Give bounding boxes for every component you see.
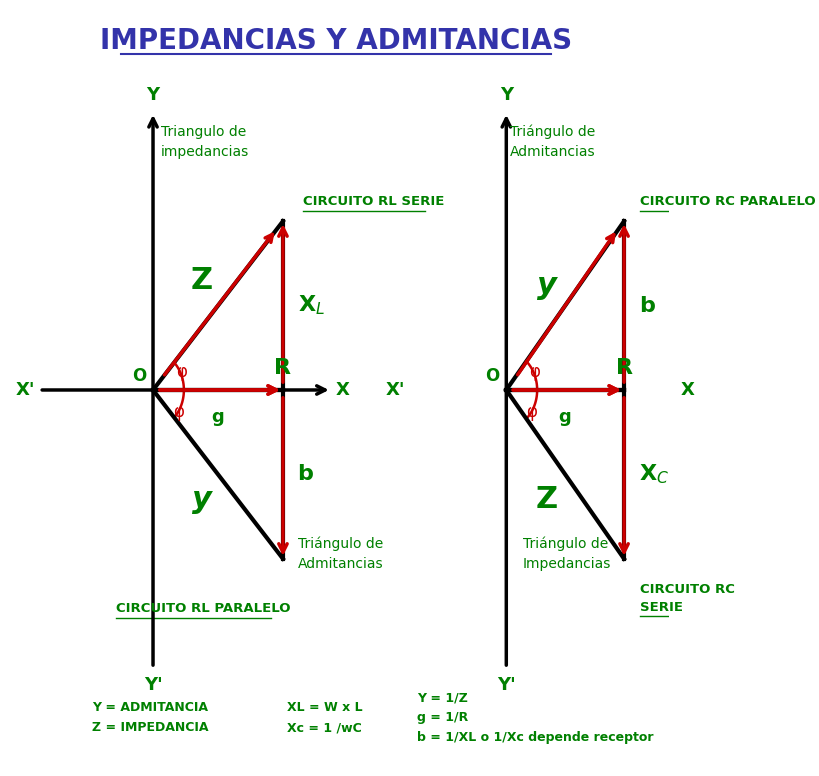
Text: X$_C$: X$_C$ — [638, 462, 668, 487]
Text: Y = 1/Z
g = 1/R
b = 1/XL o 1/Xc depende receptor: Y = 1/Z g = 1/R b = 1/XL o 1/Xc depende … — [416, 691, 653, 744]
Text: X': X' — [385, 381, 405, 399]
Text: φ: φ — [528, 363, 539, 381]
Text: y: y — [192, 485, 211, 514]
Text: Y: Y — [147, 86, 160, 104]
Text: X: X — [335, 381, 349, 399]
Text: CIRCUITO RC PARALELO: CIRCUITO RC PARALELO — [640, 195, 815, 208]
Text: XL = W x L
Xc = 1 /wC: XL = W x L Xc = 1 /wC — [287, 702, 362, 734]
Text: y: y — [536, 272, 556, 300]
Text: b: b — [297, 464, 313, 484]
Text: Triángulo de
Admitancias: Triángulo de Admitancias — [297, 537, 382, 571]
Text: Y = ADMITANCIA
Z = IMPEDANCIA: Y = ADMITANCIA Z = IMPEDANCIA — [92, 702, 208, 734]
Text: O: O — [485, 367, 500, 385]
Text: g: g — [558, 408, 571, 426]
Text: φ: φ — [526, 403, 536, 421]
Text: φ: φ — [173, 403, 184, 421]
Text: X': X' — [16, 381, 35, 399]
Text: Triángulo de
Admitancias: Triángulo de Admitancias — [509, 125, 595, 159]
Text: R: R — [274, 358, 291, 378]
Text: Y: Y — [499, 86, 512, 104]
Text: CIRCUITO RL PARALELO: CIRCUITO RL PARALELO — [116, 602, 291, 615]
Text: O: O — [132, 367, 147, 385]
Text: Z: Z — [535, 485, 557, 514]
Text: Y': Y' — [143, 676, 162, 694]
Text: Y': Y' — [496, 676, 515, 694]
Text: X: X — [680, 381, 694, 399]
Text: IMPEDANCIAS Y ADMITANCIAS: IMPEDANCIAS Y ADMITANCIAS — [100, 26, 571, 54]
Text: g: g — [211, 408, 224, 426]
Text: R: R — [615, 358, 631, 378]
Text: CIRCUITO RL SERIE: CIRCUITO RL SERIE — [303, 195, 444, 208]
Text: φ: φ — [175, 363, 187, 381]
Text: Triángulo de
Impedancias: Triángulo de Impedancias — [522, 537, 610, 571]
Text: X$_L$: X$_L$ — [297, 294, 324, 317]
Text: Z: Z — [191, 266, 213, 296]
Text: CIRCUITO RC
SERIE: CIRCUITO RC SERIE — [640, 583, 735, 614]
Text: b: b — [638, 296, 654, 316]
Text: Triangulo de
impedancias: Triangulo de impedancias — [161, 125, 249, 158]
